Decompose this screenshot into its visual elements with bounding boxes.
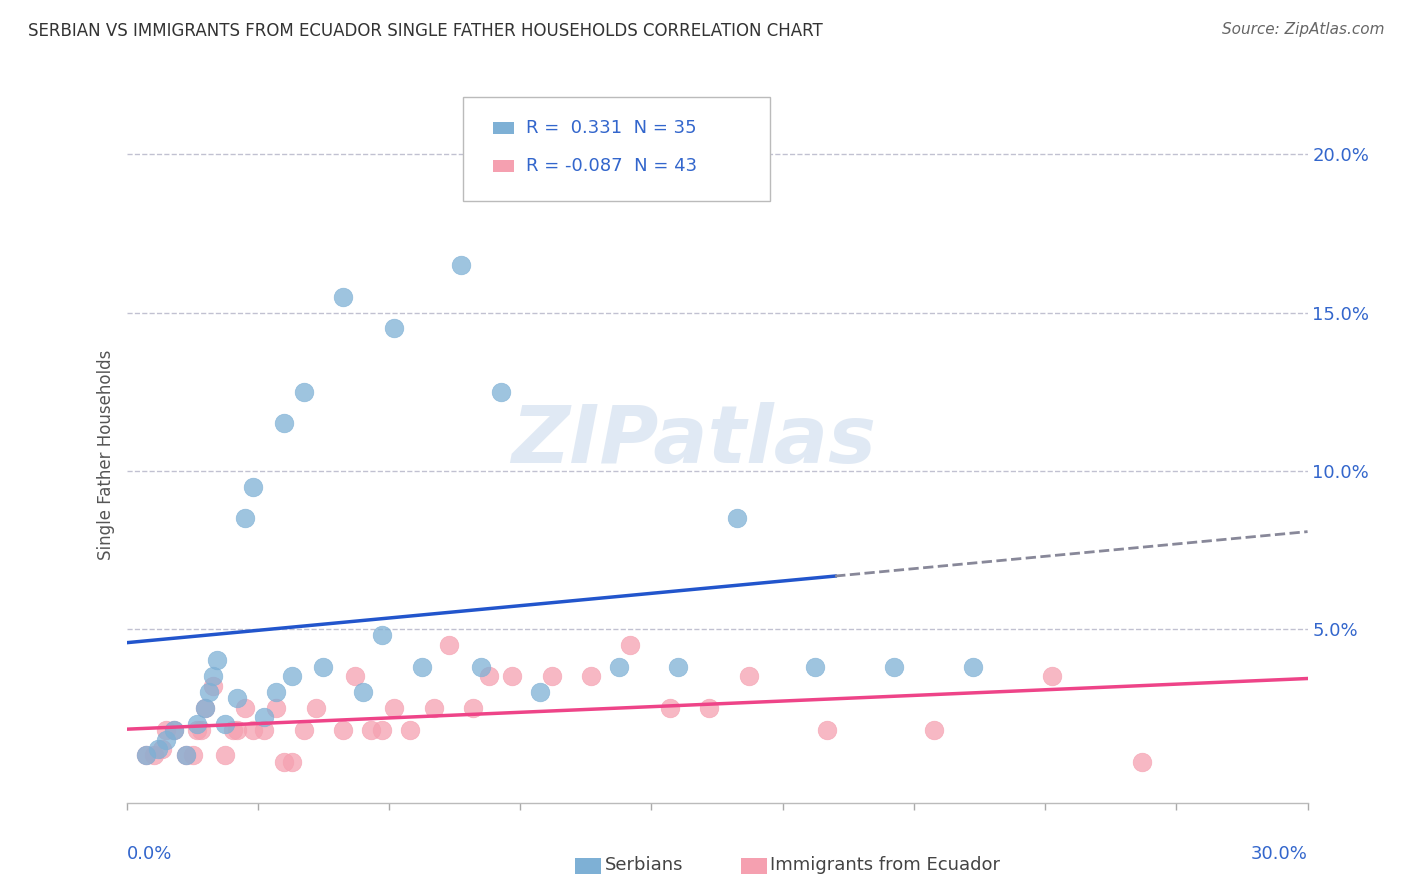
Point [273,417,295,431]
Point [186,723,208,737]
Point [312,660,335,674]
FancyBboxPatch shape [463,96,770,201]
Point [143,748,166,763]
Point [815,723,838,737]
Point [1130,755,1153,769]
Point [135,748,157,763]
Y-axis label: Single Father Households: Single Father Households [97,350,115,560]
Point [242,723,264,737]
Point [461,701,484,715]
FancyBboxPatch shape [492,121,515,134]
Point [470,660,492,674]
Point [186,716,208,731]
Point [343,669,366,683]
Point [281,755,304,769]
Text: SERBIAN VS IMMIGRANTS FROM ECUADOR SINGLE FATHER HOUSEHOLDS CORRELATION CHART: SERBIAN VS IMMIGRANTS FROM ECUADOR SINGL… [28,22,823,40]
Point [607,660,630,674]
Point [332,290,354,304]
Point [150,742,173,756]
Point [233,701,256,715]
Point [202,669,225,683]
Text: 30.0%: 30.0% [1251,845,1308,863]
Text: R = -0.087  N = 43: R = -0.087 N = 43 [526,157,697,175]
Text: Serbians: Serbians [605,856,683,874]
Text: R =  0.331  N = 35: R = 0.331 N = 35 [526,119,696,136]
Point [666,660,689,674]
Point [399,723,422,737]
Point [619,638,641,652]
Point [183,748,205,763]
Point [658,701,681,715]
Point [1040,669,1063,683]
Point [194,701,217,715]
Point [163,723,186,737]
Point [146,742,169,756]
Point [155,723,177,737]
Point [382,701,405,715]
Point [292,723,315,737]
Point [163,723,186,737]
Point [292,384,315,399]
Point [411,660,433,674]
Point [253,723,276,737]
Point [501,669,523,683]
Point [194,701,217,715]
Point [697,701,720,715]
FancyBboxPatch shape [492,160,515,172]
FancyBboxPatch shape [741,858,766,874]
Point [190,723,212,737]
Point [439,638,461,652]
Point [233,511,256,525]
Point [242,479,264,493]
Point [540,669,562,683]
Point [371,628,394,642]
Point [225,691,247,706]
Point [804,660,827,674]
Point [155,732,177,747]
Point [332,723,354,737]
Point [174,748,197,763]
Point [198,685,221,699]
FancyBboxPatch shape [575,858,602,874]
Point [922,723,945,737]
Point [371,723,394,737]
Point [725,511,748,525]
Text: ZIPatlas: ZIPatlas [510,402,876,480]
Point [304,701,326,715]
Point [422,701,444,715]
Point [225,723,247,737]
Point [281,669,304,683]
Point [264,685,287,699]
Point [883,660,905,674]
Text: 0.0%: 0.0% [127,845,172,863]
Point [478,669,501,683]
Point [214,716,236,731]
Point [273,755,295,769]
Point [264,701,287,715]
Text: Source: ZipAtlas.com: Source: ZipAtlas.com [1222,22,1385,37]
Point [174,748,197,763]
Point [382,321,405,335]
Text: Immigrants from Ecuador: Immigrants from Ecuador [770,856,1000,874]
Point [205,653,228,667]
Point [253,710,276,724]
Point [579,669,602,683]
Point [202,679,225,693]
Point [489,384,512,399]
Point [222,723,245,737]
Point [360,723,382,737]
Point [135,748,157,763]
Point [962,660,984,674]
Point [450,258,472,272]
Point [352,685,374,699]
Point [214,748,236,763]
Point [529,685,551,699]
Point [737,669,759,683]
